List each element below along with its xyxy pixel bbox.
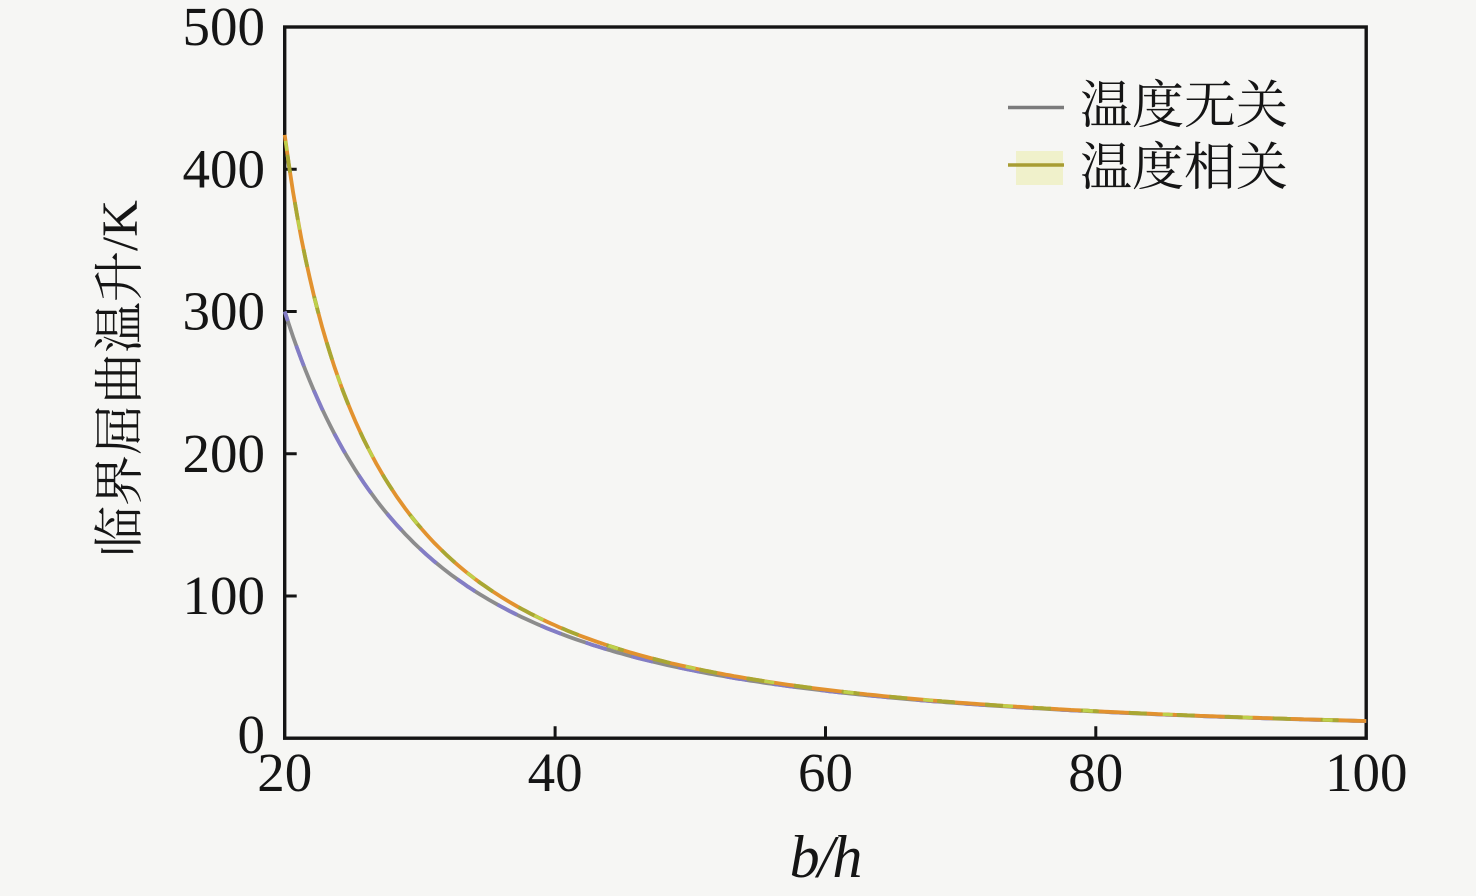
svg-text:0: 0	[238, 704, 266, 765]
svg-text:40: 40	[528, 742, 583, 803]
svg-text:300: 300	[183, 281, 266, 342]
svg-text:/K: /K	[93, 200, 149, 251]
svg-text:80: 80	[1068, 742, 1123, 803]
svg-text:b/h: b/h	[790, 824, 861, 890]
svg-text:100: 100	[1325, 742, 1408, 803]
svg-text:500: 500	[183, 0, 266, 57]
svg-text:400: 400	[183, 138, 266, 199]
svg-text:100: 100	[183, 565, 266, 626]
svg-text:60: 60	[798, 742, 853, 803]
svg-text:200: 200	[183, 423, 266, 484]
svg-text:20: 20	[257, 742, 312, 803]
